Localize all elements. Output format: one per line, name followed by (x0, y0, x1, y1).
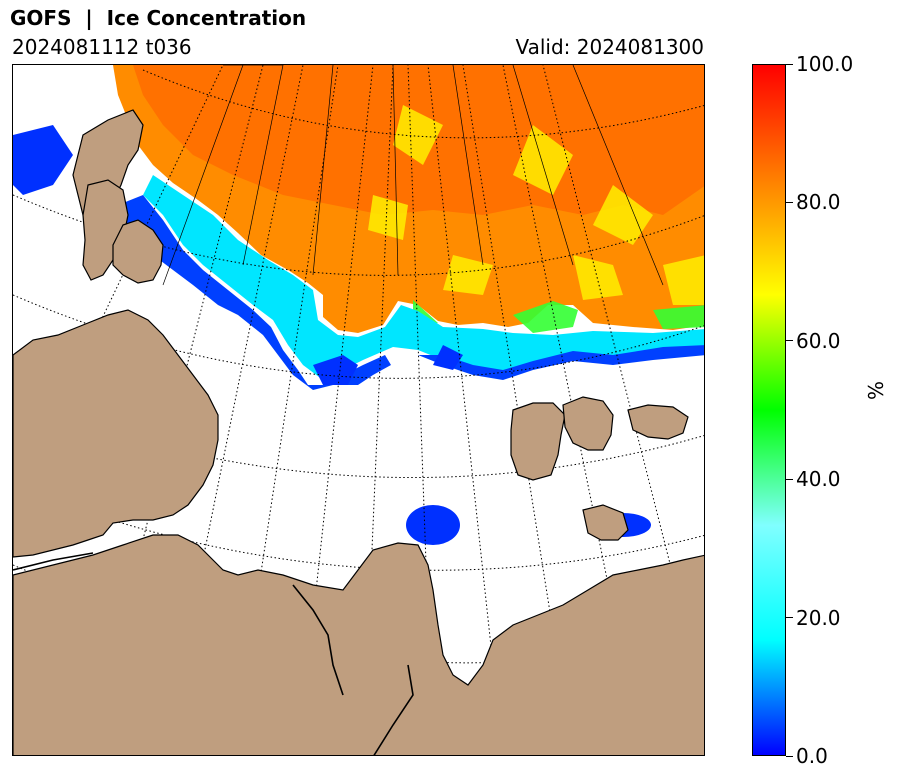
land-east-island-small (627, 404, 689, 440)
map-title: GOFS | Ice Concentration (10, 6, 307, 30)
colorbar-unit-label: % (864, 380, 888, 400)
colorbar-tick-label: 20.0 (796, 605, 841, 630)
land-west-island (112, 219, 164, 284)
colorbar-tick-label: 0.0 (796, 744, 828, 768)
land-south-mainland (13, 534, 704, 755)
land (13, 109, 704, 755)
rivers (13, 552, 414, 755)
colorbar-tick (786, 201, 793, 203)
ice-patch-center (406, 505, 460, 545)
land-east-island-south (582, 504, 629, 541)
colorbar (752, 64, 786, 756)
colorbar-tick (786, 755, 793, 757)
ice-pack-yellow-patches (368, 105, 704, 305)
colorbar-tick (786, 478, 793, 480)
colorbar-tick (786, 340, 793, 342)
colorbar-tick-label: 40.0 (796, 467, 841, 492)
valid-time: Valid: 2024081300 (515, 35, 704, 59)
colorbar-tick (786, 63, 793, 65)
run-info: 2024081112 t036 (12, 35, 192, 59)
ice-floe-blue (13, 125, 463, 385)
ice-pack-green-patches (413, 300, 704, 333)
land-west-mainland (13, 309, 219, 558)
marginal-ice-cyan (143, 175, 704, 380)
land-east-island-large (510, 402, 566, 481)
map-svg (13, 65, 704, 755)
colorbar-tick-label: 60.0 (796, 328, 841, 353)
map-panel[interactable] (12, 64, 705, 756)
colorbar-tick-label: 100.0 (796, 52, 854, 76)
colorbar-tick-label: 80.0 (796, 190, 841, 215)
land-west-peninsula (82, 179, 129, 281)
colorbar-tick (786, 617, 793, 619)
land-east-island-mid (562, 396, 614, 451)
